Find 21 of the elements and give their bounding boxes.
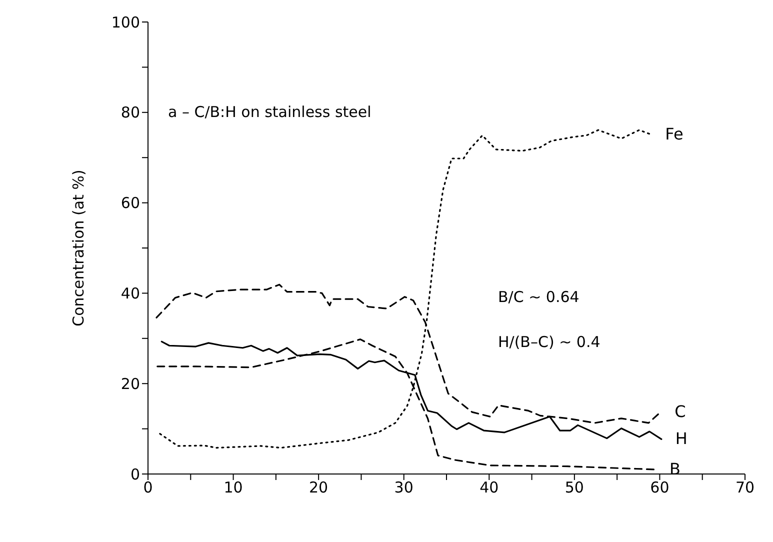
x-tick-label: 30: [394, 478, 414, 497]
series-label: H: [675, 429, 688, 448]
y-tick-label: 100: [111, 13, 140, 32]
y-tick-label: 60: [120, 194, 140, 212]
y-tick-label: 0: [130, 465, 140, 484]
y-tick-label: 40: [120, 284, 140, 303]
series-label: C: [674, 402, 686, 422]
y-axis-title: Concentration (at %): [69, 170, 88, 326]
x-tick-label: 50: [564, 478, 584, 497]
x-tick-label: 70: [735, 478, 755, 497]
x-tick-label: 10: [224, 478, 243, 497]
x-tick-label: 20: [309, 478, 328, 497]
annotation: B/C ~ 0.64: [498, 288, 580, 306]
annotation: a – C/B:H on stainless steel: [168, 103, 372, 121]
x-tick-label: 40: [480, 478, 499, 497]
series-label: Fe: [665, 124, 684, 144]
y-tick-label: 80: [120, 104, 140, 122]
x-tick-label: 0: [143, 478, 153, 497]
x-tick-label: 60: [650, 478, 670, 497]
annotation: H/(B–C) ~ 0.4: [498, 333, 600, 351]
y-tick-label: 20: [120, 374, 140, 393]
